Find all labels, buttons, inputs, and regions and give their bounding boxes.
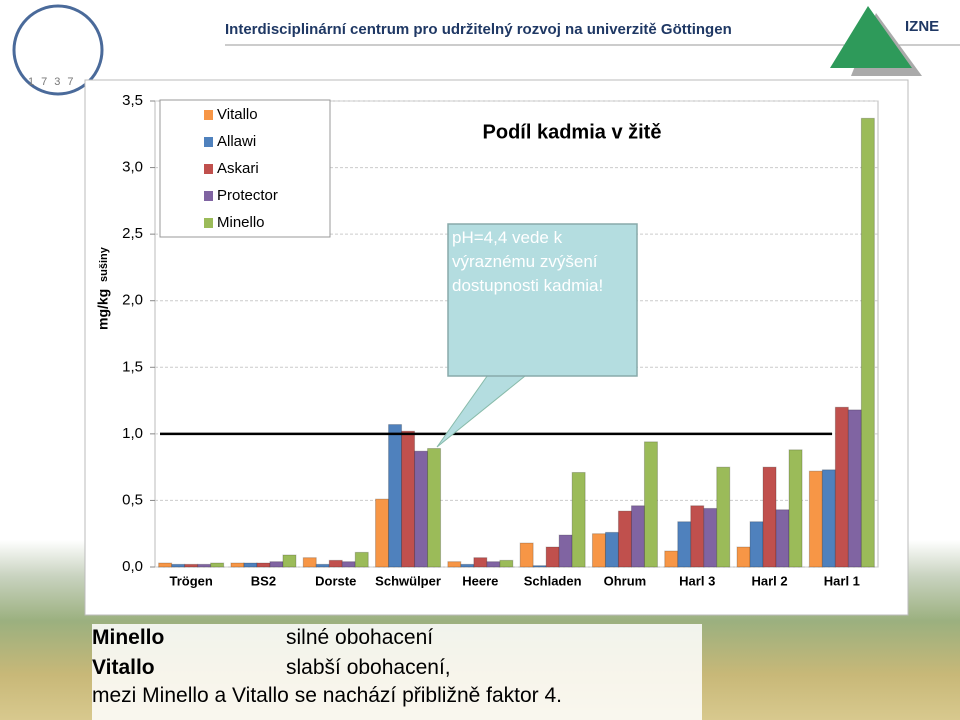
legend-swatch	[204, 137, 213, 147]
x-tick-label: Harl 2	[751, 573, 787, 588]
bar	[499, 559, 514, 568]
bar	[617, 510, 632, 568]
x-tick-label: Heere	[462, 573, 498, 588]
y-tick-label: 1,0	[122, 425, 143, 442]
bar	[847, 409, 862, 568]
bar	[197, 563, 212, 568]
bar	[664, 550, 679, 568]
bar	[545, 546, 560, 568]
bar	[171, 563, 186, 568]
legend-label: Vitallo	[217, 106, 258, 123]
note-value: silné obohacení	[286, 626, 434, 649]
bar	[703, 507, 718, 568]
bar	[302, 557, 317, 568]
legend-swatch	[204, 191, 213, 201]
bar	[643, 441, 658, 568]
bar	[269, 561, 284, 568]
bar	[414, 450, 429, 568]
bar	[282, 554, 297, 568]
y-tick-label: 0,0	[122, 558, 143, 575]
legend-label: Askari	[217, 160, 259, 177]
bar	[775, 509, 790, 568]
callout-text: pH=4,4 vede k výraznému zvýšení dostupno…	[452, 228, 604, 295]
bar	[808, 470, 823, 568]
bar	[401, 430, 416, 568]
bar	[184, 563, 199, 568]
notes: Minello silné obohacení Vitallo slabší obo…	[92, 624, 702, 720]
bar	[762, 466, 777, 568]
legend-label: Protector	[217, 187, 278, 204]
bar	[834, 406, 849, 568]
x-tick-label: Trögen	[169, 573, 212, 588]
bar	[604, 531, 619, 568]
izne-logo	[830, 6, 912, 68]
legend-swatch	[204, 164, 213, 174]
bar	[736, 546, 751, 568]
bar	[690, 505, 705, 568]
bar	[256, 562, 271, 568]
bar	[447, 561, 462, 568]
bar	[716, 466, 731, 568]
bar	[860, 117, 875, 568]
legend-box	[159, 99, 331, 238]
x-tick-label: Harl 1	[824, 573, 860, 588]
bar	[315, 563, 330, 568]
logo	[12, 4, 104, 96]
y-tick-label: 3,5	[122, 92, 143, 109]
bar	[473, 557, 488, 568]
bar	[388, 424, 403, 568]
bar	[630, 505, 645, 568]
note-key: Minello	[92, 626, 165, 649]
x-tick-label: Dorste	[315, 573, 356, 588]
bar	[243, 562, 258, 568]
x-tick-label: Harl 3	[679, 573, 715, 588]
bar	[427, 448, 442, 568]
callout-joint	[491, 371, 529, 375]
bar	[354, 551, 369, 568]
x-tick-label: Schwülper	[375, 573, 441, 588]
logo-year: 1737	[28, 76, 80, 88]
y-tick-label: 1,5	[122, 358, 143, 375]
chart-title: Podíl kadmia v žitě	[483, 121, 662, 143]
bar	[821, 469, 836, 568]
y-tick-label: 2,5	[122, 225, 143, 242]
y-tick-label: 2,0	[122, 292, 143, 309]
bar	[532, 565, 547, 568]
legend-swatch	[204, 110, 213, 120]
bar	[230, 562, 245, 568]
note-conclusion: mezi Minello a Vitallo se nachází přibli…	[92, 684, 563, 707]
bar	[158, 562, 173, 568]
bar	[519, 542, 534, 568]
legend-label: Allawi	[217, 133, 256, 150]
y-tick-label: 3,0	[122, 159, 143, 176]
callout-box	[447, 223, 638, 377]
bar	[210, 562, 225, 568]
bar	[328, 559, 343, 568]
note-value: slabší obohacení,	[286, 656, 451, 679]
bar	[788, 449, 803, 568]
x-tick-label: Schladen	[524, 573, 582, 588]
note-key: Vitallo	[92, 656, 155, 679]
bar	[558, 534, 573, 568]
y-axis-label: mg/kg	[95, 289, 111, 330]
y-axis-unit: sušiny	[98, 246, 110, 282]
bar	[571, 471, 586, 568]
bar	[591, 533, 606, 568]
header-title: Interdisciplinární centrum pro udržiteln…	[225, 21, 732, 38]
y-tick-label: 0,5	[122, 491, 143, 508]
legend-swatch	[204, 218, 213, 228]
bar	[460, 563, 475, 568]
bar	[375, 498, 390, 568]
bar	[749, 521, 764, 568]
bar	[341, 561, 356, 568]
x-tick-label: BS2	[251, 573, 276, 588]
legend-label: Minello	[217, 214, 265, 231]
x-tick-label: Ohrum	[604, 573, 647, 588]
bar	[486, 561, 501, 568]
izne: IZNE	[905, 18, 939, 35]
bar	[677, 521, 692, 568]
